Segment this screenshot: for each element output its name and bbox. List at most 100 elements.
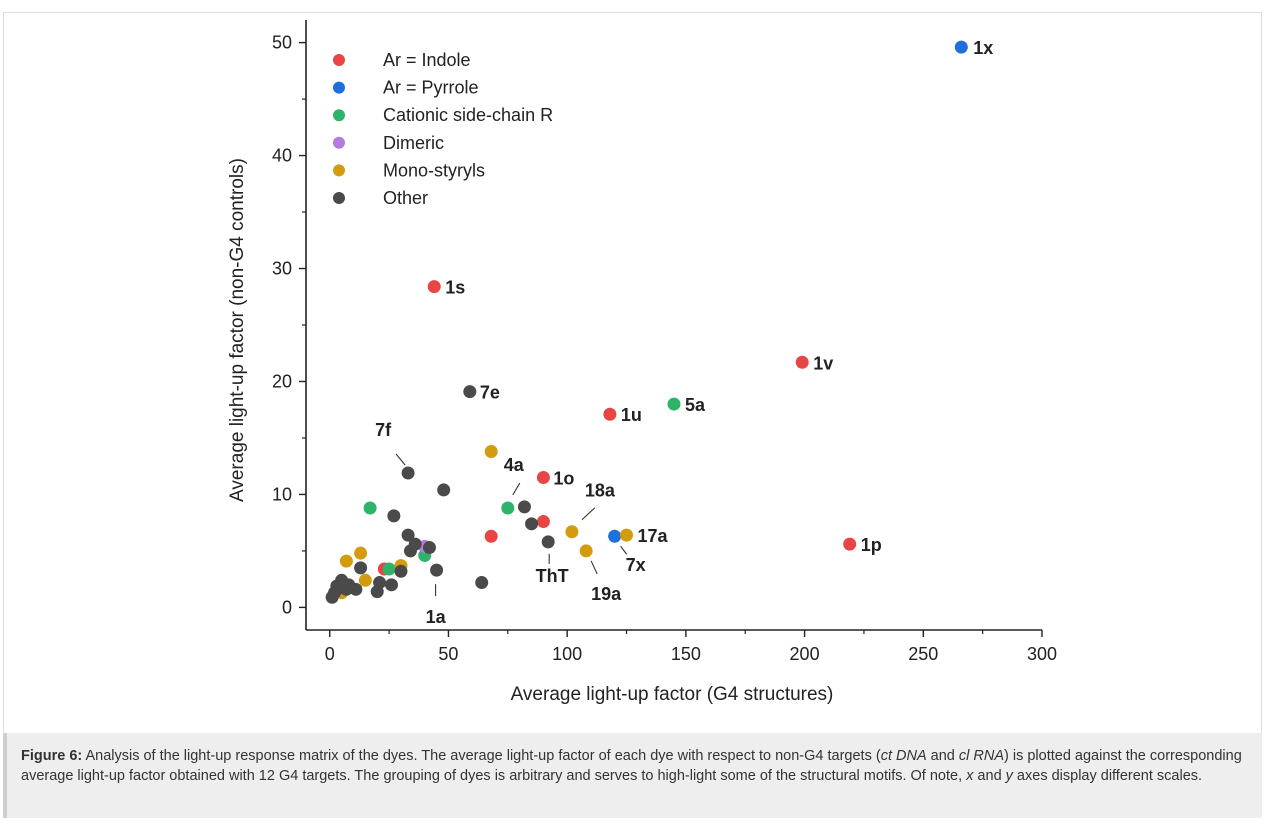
legend-label: Ar = Indole (383, 50, 471, 70)
point-label: 1o (553, 469, 574, 489)
caption-part: and (926, 748, 959, 764)
caption-part: y (1005, 768, 1013, 784)
x-axis-title: Average light-up factor (G4 structures) (511, 684, 834, 705)
data-point (620, 528, 634, 542)
data-points (325, 40, 968, 604)
data-point (349, 582, 363, 596)
y-tick-label: 20 (272, 371, 292, 391)
data-point (475, 576, 489, 590)
caption-part: axes display different scales. (1012, 768, 1203, 784)
x-tick-label: 250 (908, 644, 938, 664)
legend-marker (333, 164, 345, 177)
point-label: 1x (973, 38, 993, 58)
data-point (608, 529, 622, 543)
point-label: 7e (480, 383, 500, 403)
point-label: 19a (591, 584, 622, 604)
caption-part: x (966, 768, 974, 784)
legend-marker (333, 136, 345, 149)
point-label: 1s (445, 278, 465, 298)
legend-marker (333, 109, 345, 122)
label-leader-line (581, 507, 596, 521)
data-point (463, 385, 477, 399)
data-point (401, 466, 415, 480)
y-tick-label: 10 (272, 484, 292, 504)
figure-caption: Figure 6: Analysis of the light-up respo… (3, 733, 1262, 818)
caption-part: ) is plotted against the corresponding a… (21, 748, 1242, 784)
data-point (525, 517, 539, 531)
x-tick-label: 300 (1027, 644, 1057, 664)
data-point (843, 537, 857, 551)
data-point (795, 355, 809, 369)
data-point (565, 525, 579, 539)
data-point (579, 544, 593, 558)
legend-marker (333, 81, 345, 94)
data-point (354, 561, 368, 575)
data-point (427, 280, 441, 294)
point-label: ThT (536, 566, 569, 586)
caption-part: Analysis of the light-up response matrix… (82, 748, 881, 764)
x-tick-label: 150 (671, 644, 701, 664)
point-label: 7x (626, 555, 646, 575)
caption-label: Figure 6: (21, 748, 83, 764)
legend-label: Other (383, 188, 428, 208)
data-point (484, 445, 498, 459)
point-label: 1a (426, 607, 447, 627)
data-point (501, 501, 515, 515)
point-label: 5a (685, 395, 706, 415)
x-tick-label: 200 (790, 644, 820, 664)
data-point (363, 501, 377, 515)
x-tick-label: 100 (552, 644, 582, 664)
legend-label: Mono-styryls (383, 160, 485, 180)
scatter-chart: 0 50 100 150 200 250 300 0 10 20 30 40 50 1x 1s 1v 7e 5a… (227, 20, 1057, 705)
data-point (403, 544, 417, 558)
legend-marker (333, 192, 345, 204)
caption-part: cl RNA (958, 748, 1004, 764)
x-tick-label: 0 (325, 644, 335, 664)
y-tick-label: 30 (272, 259, 292, 279)
data-point (517, 500, 531, 514)
data-point (394, 564, 408, 578)
data-point (437, 483, 451, 497)
legend-marker (333, 54, 345, 66)
data-point (339, 554, 353, 568)
data-point (954, 40, 968, 54)
figure-frame (3, 12, 1262, 818)
point-label: 1u (621, 405, 642, 425)
point-label: 1v (813, 353, 833, 373)
label-leader-line (590, 560, 598, 575)
data-point (358, 573, 372, 587)
label-leader-line (620, 545, 628, 555)
axes: 0 50 100 150 200 250 300 0 10 20 30 40 50 (272, 20, 1057, 664)
label-leader-line (512, 482, 521, 496)
legend: Ar = Indole Ar = Pyrrole Cationic side-cha… (333, 50, 553, 208)
data-point (370, 585, 384, 599)
data-point (384, 578, 398, 592)
caption-text: Analysis of the light-up response matrix… (21, 748, 1242, 784)
y-axis-title: Average light-up factor (non-G4 controls… (227, 158, 248, 502)
y-tick-label: 40 (272, 146, 292, 166)
data-point (330, 579, 344, 593)
point-label: 1p (861, 535, 882, 555)
data-point (325, 590, 339, 604)
data-point (382, 562, 396, 576)
label-leader-line (395, 453, 406, 466)
data-point (603, 407, 617, 421)
legend-label: Ar = Pyrrole (383, 78, 479, 98)
data-point (422, 541, 436, 555)
x-tick-label: 50 (438, 644, 458, 664)
data-point (536, 471, 550, 484)
point-label: 18a (585, 481, 616, 501)
legend-label: Cationic side-chain R (383, 105, 553, 125)
legend-label: Dimeric (383, 133, 444, 153)
data-point (354, 546, 368, 560)
point-label: 4a (504, 455, 525, 475)
caption-part: and (973, 768, 1006, 784)
data-point (667, 397, 681, 411)
data-point (401, 528, 415, 542)
data-point (430, 563, 444, 577)
y-tick-label: 50 (272, 33, 292, 53)
y-tick-label: 0 (282, 597, 292, 617)
data-point (387, 509, 401, 523)
point-label: 17a (638, 526, 669, 546)
